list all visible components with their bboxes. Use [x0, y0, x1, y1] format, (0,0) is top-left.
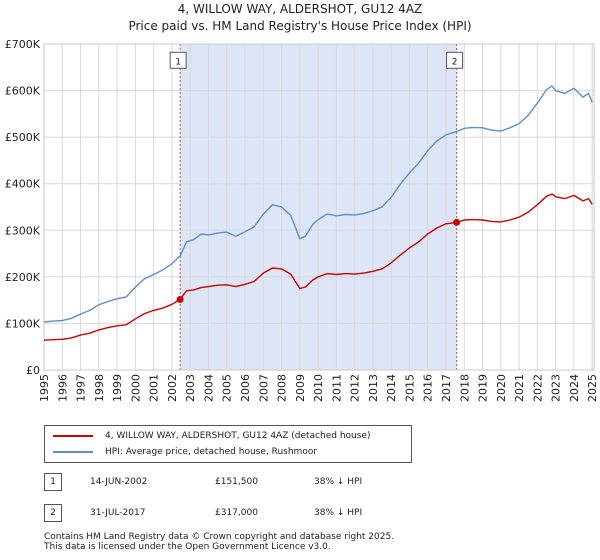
x-tick-label: 2014	[385, 374, 398, 402]
sale-1-point	[176, 295, 184, 303]
transaction-price-2: £317,000	[215, 508, 258, 518]
x-tick-label: 2003	[184, 374, 197, 402]
x-tick-label: 1997	[75, 374, 88, 402]
footer: Contains HM Land Registry data © Crown c…	[44, 532, 394, 552]
x-tick-label: 2017	[440, 374, 453, 402]
x-tick-label: 2022	[531, 374, 544, 402]
x-tick-label: 1995	[38, 374, 51, 402]
y-tick-label: £200K	[5, 271, 41, 284]
y-tick-label: £0	[26, 364, 40, 377]
legend-item-property: 4, WILLOW WAY, ALDERSHOT, GU12 4AZ (deta…	[53, 429, 370, 443]
hpi-line	[43, 85, 593, 323]
price-chart: £0 £100K £200K £300K £400K £500K £600K £700K 199…	[5, 38, 599, 402]
chart-subtitle: Price paid vs. HM Land Registry's House …	[128, 19, 472, 33]
plot-frame	[43, 43, 595, 371]
y-tick-label: £600K	[5, 85, 41, 98]
x-tick-label: 2009	[294, 374, 307, 402]
y-tick-label: £300K	[5, 224, 41, 237]
chart-title: 4, WILLOW WAY, ALDERSHOT, GU12 4AZ	[177, 2, 423, 16]
x-tick-label: 1998	[93, 374, 106, 402]
x-tick-label: 2005	[221, 374, 234, 402]
sale-1-box	[169, 51, 187, 69]
x-tick-label: 2008	[276, 374, 289, 402]
x-tick-label: 2012	[349, 374, 362, 402]
y-tick-label: £500K	[5, 131, 41, 144]
sale-2-label: 2	[452, 57, 458, 67]
legend-swatch-hpi	[53, 451, 93, 453]
transaction-price-1: £151,500	[215, 477, 258, 487]
legend: 4, WILLOW WAY, ALDERSHOT, GU12 4AZ (deta…	[44, 425, 412, 463]
property-line	[43, 193, 593, 341]
x-tick-label: 2015	[403, 374, 416, 402]
footer-licence: This data is licensed under the Open Gov…	[44, 542, 331, 552]
transaction-date-2: 31-JUL-2017	[90, 508, 146, 518]
x-tick-label: 2007	[257, 374, 270, 402]
legend-label-property: 4, WILLOW WAY, ALDERSHOT, GU12 4AZ (deta…	[105, 431, 371, 441]
x-tick-label: 2023	[550, 374, 563, 402]
x-tick-label: 2025	[586, 374, 599, 402]
x-tick-label: 2020	[495, 374, 508, 402]
x-tick-label: 2000	[129, 374, 142, 402]
sale-2-point	[453, 218, 461, 226]
x-tick-label: 2004	[202, 374, 215, 402]
footer-copyright: Contains HM Land Registry data © Crown c…	[44, 532, 395, 542]
y-tick-label: £100K	[5, 317, 41, 330]
x-tick-label: 2018	[458, 374, 471, 402]
y-tick-label: £700K	[5, 38, 41, 51]
y-tick-label: £400K	[5, 178, 41, 191]
transaction-hpi-1: 38% ↓ HPI	[314, 477, 363, 487]
legend-label-hpi: HPI: Average price, detached house, Rush…	[105, 447, 318, 457]
transaction-marker-2: 2	[44, 504, 62, 522]
x-tick-label: 1996	[56, 374, 69, 402]
x-tick-label: 2016	[422, 374, 435, 402]
x-tick-label: 2021	[513, 374, 526, 402]
x-tick-label: 1999	[111, 374, 124, 402]
x-tick-label: 2006	[239, 374, 252, 402]
x-tick-label: 2013	[367, 374, 380, 402]
x-tick-label: 2002	[166, 374, 179, 402]
x-tick-label: 2010	[312, 374, 325, 402]
x-tick-label: 2001	[148, 374, 161, 402]
sale-2-box	[446, 51, 464, 69]
x-tick-label: 2019	[477, 374, 490, 402]
transaction-date-1: 14-JUN-2002	[90, 477, 148, 487]
sale-1-label: 1	[175, 57, 181, 67]
x-tick-label: 2024	[568, 374, 581, 402]
transaction-hpi-2: 38% ↓ HPI	[314, 508, 363, 518]
legend-item-hpi: HPI: Average price, detached house, Rush…	[53, 445, 317, 459]
transaction-marker-1: 1	[44, 473, 62, 491]
x-tick-label: 2011	[330, 374, 343, 402]
legend-swatch-property	[53, 435, 93, 437]
